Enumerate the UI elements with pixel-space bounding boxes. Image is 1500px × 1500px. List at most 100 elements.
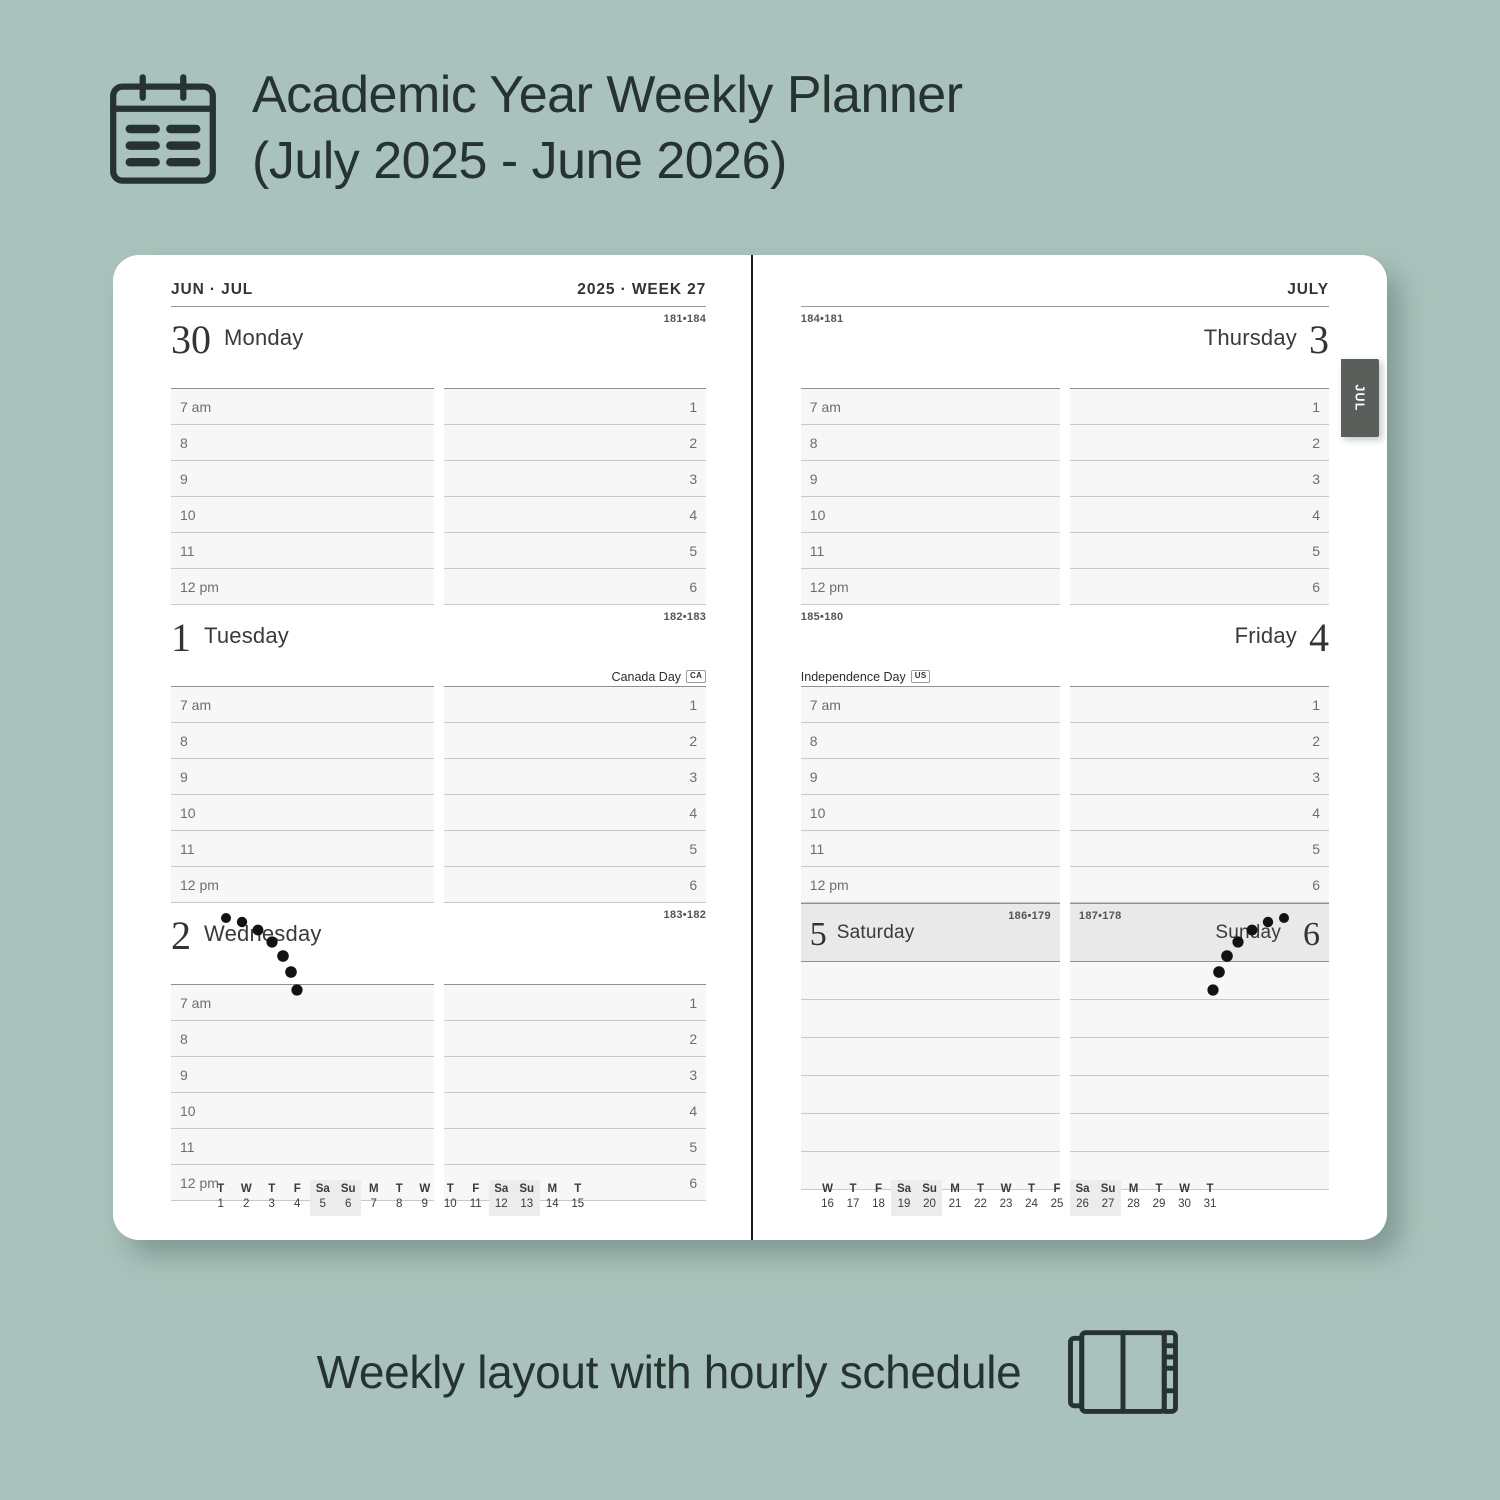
hour-row[interactable]: 10 — [171, 1093, 434, 1130]
weekend-note-row[interactable] — [800, 1038, 1060, 1077]
hour-row[interactable]: 2 — [443, 425, 707, 462]
mini-calendar-day[interactable]: T 24 — [1019, 1180, 1045, 1216]
hour-row[interactable]: 10 — [800, 497, 1060, 534]
month-tab-jul[interactable]: JUL — [1341, 359, 1379, 437]
hour-row[interactable]: 3 — [1069, 461, 1330, 498]
hour-row[interactable]: 8 — [800, 723, 1060, 760]
hour-row[interactable]: 3 — [1069, 759, 1330, 796]
mini-calendar-day[interactable]: M 21 — [942, 1180, 968, 1216]
hour-row[interactable]: 7 am — [800, 389, 1060, 426]
hour-row[interactable]: 12 pm — [171, 569, 434, 606]
weekend-note-row[interactable] — [800, 962, 1060, 1001]
mini-calendar-day[interactable]: M 28 — [1121, 1180, 1147, 1216]
hour-row[interactable]: 8 — [171, 723, 434, 760]
hour-row[interactable]: 6 — [1069, 867, 1330, 904]
hour-row[interactable]: 12 pm — [171, 1165, 434, 1202]
mini-calendar-day[interactable]: T 31 — [1197, 1180, 1223, 1216]
hour-row[interactable]: 5 — [1069, 831, 1330, 868]
mini-calendar-day[interactable]: T 22 — [968, 1180, 994, 1216]
mini-calendar-day[interactable]: W 16 — [815, 1180, 841, 1216]
hour-row[interactable]: 10 — [171, 497, 434, 534]
hour-row[interactable]: 11 — [171, 831, 434, 868]
hour-row[interactable]: 12 pm — [171, 867, 434, 904]
hour-row[interactable]: 1 — [1069, 389, 1330, 426]
mini-calendar-day[interactable]: T 29 — [1146, 1180, 1172, 1216]
mini-calendar-day[interactable]: T 17 — [840, 1180, 866, 1216]
hour-row[interactable]: 5 — [443, 831, 707, 868]
hour-row[interactable]: 2 — [1069, 723, 1330, 760]
mini-calendar-day[interactable]: Sa 5 — [310, 1179, 336, 1216]
weekend-note-row[interactable] — [1069, 1000, 1330, 1039]
hour-row[interactable]: 4 — [443, 497, 707, 534]
hour-row[interactable]: 7 am — [171, 985, 434, 1022]
hour-row[interactable]: 2 — [443, 723, 707, 760]
hour-row[interactable]: 9 — [171, 759, 434, 796]
weekend-note-row[interactable] — [1069, 1038, 1330, 1077]
mini-calendar-day[interactable]: Su 20 — [916, 1179, 943, 1216]
hour-row[interactable]: 4 — [1069, 497, 1330, 534]
mini-calendar-day[interactable]: M 14 — [540, 1180, 566, 1216]
hour-row[interactable]: 3 — [443, 1057, 707, 1094]
hour-row[interactable]: 11 — [171, 533, 434, 570]
mini-calendar-day[interactable]: W 23 — [993, 1180, 1019, 1216]
mini-calendar-day[interactable]: Su 6 — [335, 1179, 361, 1216]
hour-row[interactable]: 1 — [1069, 687, 1330, 724]
mini-calendar-day[interactable]: F 11 — [463, 1180, 489, 1216]
weekend-note-row[interactable] — [1069, 962, 1330, 1001]
hour-row[interactable]: 4 — [1069, 795, 1330, 832]
hour-row[interactable]: 8 — [800, 425, 1060, 462]
hour-row[interactable]: 4 — [443, 795, 707, 832]
hour-row[interactable]: 11 — [800, 533, 1060, 570]
hour-row[interactable]: 10 — [800, 795, 1060, 832]
hour-row[interactable]: 12 pm — [800, 867, 1060, 904]
mini-calendar-day[interactable]: Su 13 — [514, 1179, 540, 1216]
hour-row[interactable]: 5 — [443, 1129, 707, 1166]
mini-calendar-day[interactable]: F 18 — [866, 1180, 892, 1216]
hour-row[interactable]: 11 — [800, 831, 1060, 868]
weekend-note-row[interactable] — [800, 1114, 1060, 1153]
hour-row[interactable]: 7 am — [171, 687, 434, 724]
weekend-note-row[interactable] — [800, 1000, 1060, 1039]
hour-row[interactable]: 6 — [443, 867, 707, 904]
hour-row[interactable]: 12 pm — [800, 569, 1060, 606]
hour-row[interactable]: 6 — [443, 569, 707, 606]
hour-row[interactable]: 9 — [171, 461, 434, 498]
hour-row[interactable]: 7 am — [800, 687, 1060, 724]
hour-row[interactable]: 5 — [1069, 533, 1330, 570]
mini-calendar-day[interactable]: T 15 — [565, 1180, 591, 1216]
hour-row[interactable]: 2 — [1069, 425, 1330, 462]
hour-row[interactable]: 4 — [443, 1093, 707, 1130]
mini-calendar-day[interactable]: W 30 — [1172, 1180, 1198, 1216]
hour-row[interactable]: 6 — [1069, 569, 1330, 606]
hour-row[interactable]: 8 — [171, 1021, 434, 1058]
right-mini-calendar[interactable]: W 16 T 17 F 18 Sa 19 Su 20 M 21 T 22 W 23 T 24 F 25 Sa 26 Su 27… — [815, 1179, 1223, 1216]
hour-row[interactable]: 1 — [443, 389, 707, 426]
hour-row[interactable]: 3 — [443, 759, 707, 796]
left-mini-calendar[interactable]: T 1 W 2 T 3 F 4 Sa 5 Su 6 M 7 T 8 W 9 T 10 F 11 Sa 12 Su 13 M 14 T 15 — [208, 1179, 591, 1216]
mini-calendar-day[interactable]: Sa 12 — [488, 1179, 514, 1216]
mini-calendar-day[interactable]: T 10 — [438, 1180, 464, 1216]
mini-calendar-day[interactable]: Sa 26 — [1069, 1179, 1096, 1216]
hour-row[interactable]: 10 — [171, 795, 434, 832]
weekend-note-row[interactable] — [1069, 1076, 1330, 1115]
mini-calendar-day[interactable]: Su 27 — [1095, 1179, 1121, 1216]
weekend-note-row[interactable] — [1069, 1114, 1330, 1153]
hour-row[interactable]: 3 — [443, 461, 707, 498]
hour-row[interactable]: 5 — [443, 533, 707, 570]
hour-row[interactable]: 9 — [800, 759, 1060, 796]
weekend-note-row[interactable] — [800, 1076, 1060, 1115]
hour-row[interactable]: 1 — [443, 687, 707, 724]
hour-row[interactable]: 9 — [171, 1057, 434, 1094]
mini-calendar-day[interactable]: F 25 — [1044, 1180, 1070, 1216]
mini-calendar-day[interactable]: Sa 19 — [891, 1179, 917, 1216]
hour-row[interactable]: 6 — [443, 1165, 707, 1202]
hour-row[interactable]: 7 am — [171, 389, 434, 426]
hour-row[interactable]: 9 — [800, 461, 1060, 498]
